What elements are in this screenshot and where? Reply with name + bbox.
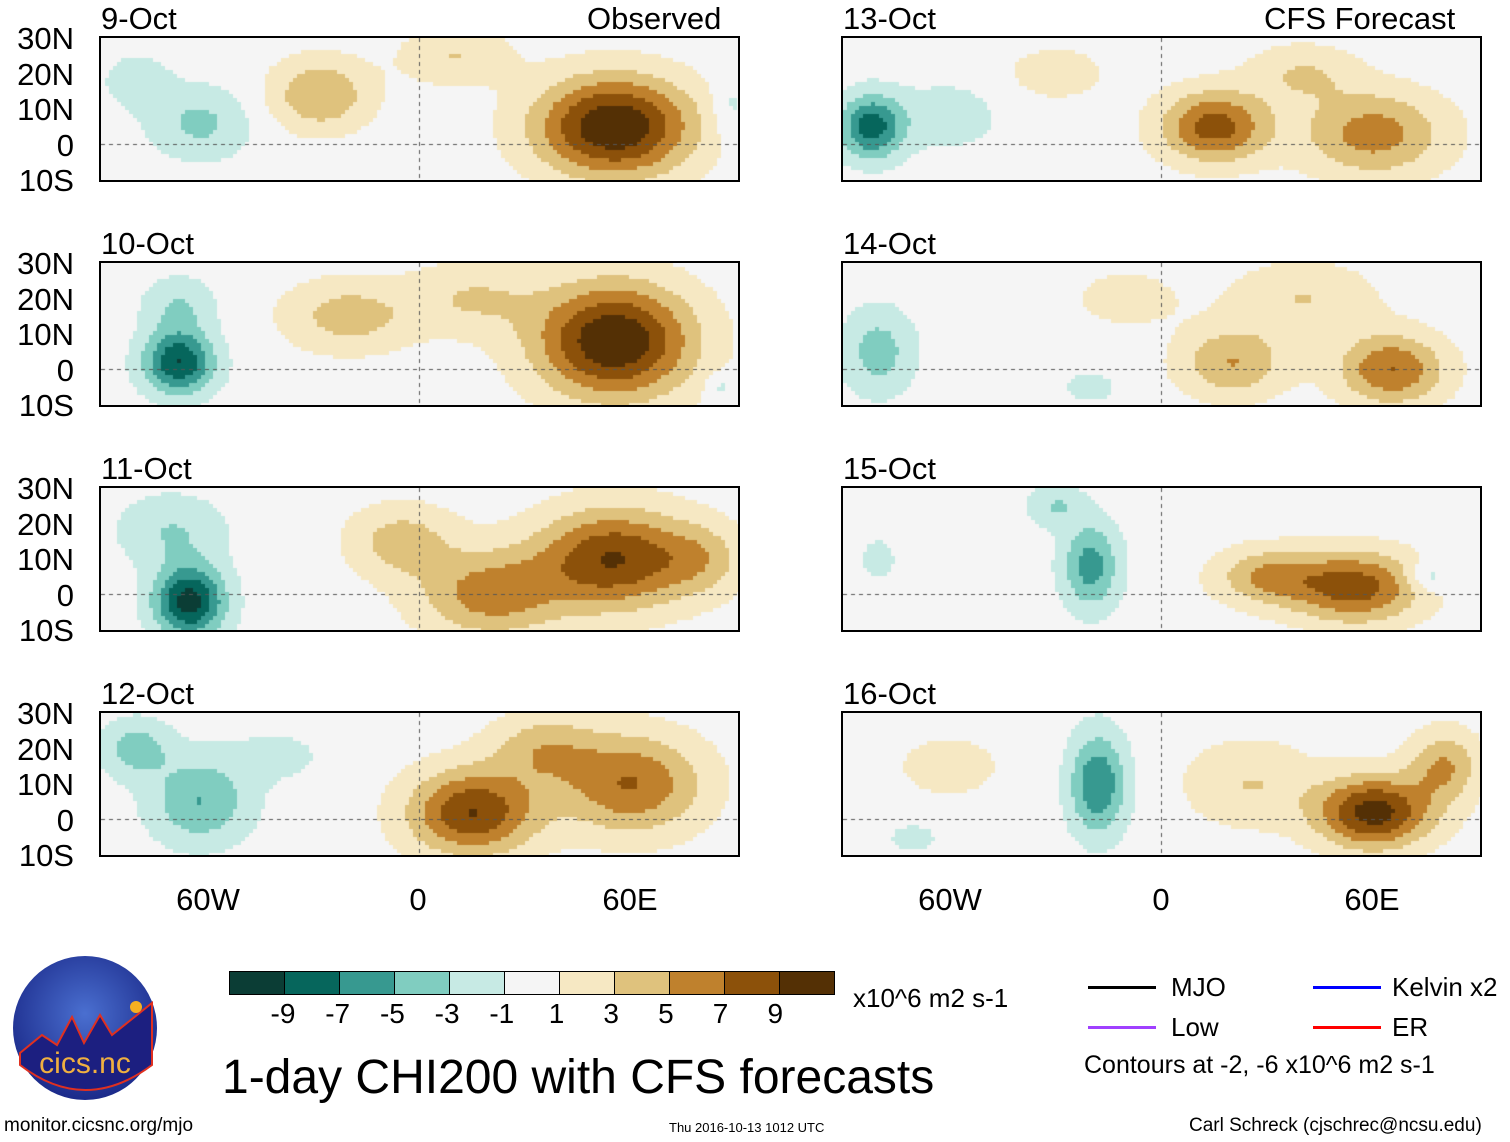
forecast-label: CFS Forecast: [1264, 1, 1456, 36]
colorbar-tick-label: 1: [548, 998, 565, 1029]
panel-date: 13-Oct: [843, 1, 937, 36]
anomaly-field: [101, 488, 738, 630]
colorbar-swatch: [670, 972, 725, 994]
lat-label: 20N: [17, 281, 74, 317]
lat-label: 30N: [17, 21, 74, 56]
lat-label: 0: [56, 127, 74, 163]
lon-label-0: 0: [409, 882, 427, 917]
lat-label: 30N: [17, 246, 74, 281]
anomaly-field: [101, 263, 738, 405]
lat-label: 20N: [17, 731, 74, 767]
lat-label: 10S: [18, 163, 74, 198]
footer-timestamp: Thu 2016-10-13 1012 UTC: [669, 1120, 825, 1135]
anomaly-field: [101, 713, 738, 855]
legend-low-label: Low: [1171, 1012, 1219, 1042]
anomaly-field: [843, 713, 1480, 855]
lat-label: 10N: [17, 542, 74, 577]
footer-credit: Carl Schreck (cjschrec@ncsu.edu): [1189, 1115, 1482, 1136]
lat-label: 10N: [17, 767, 74, 802]
colorbar-tick-label: -3: [434, 998, 460, 1029]
lat-label: 30N: [17, 696, 74, 731]
lat-label: 20N: [17, 506, 74, 542]
panel-date: 12-Oct: [101, 676, 195, 711]
colorbar-swatch: [725, 972, 780, 994]
colorbar-tick-label: 3: [603, 998, 619, 1029]
panel-date: 15-Oct: [843, 451, 937, 486]
legend-er-label: ER: [1392, 1012, 1429, 1042]
svg-text:cics.nc: cics.nc: [39, 1047, 131, 1080]
lon-label-0: 0: [1152, 882, 1170, 917]
colorbar-swatch: [285, 972, 340, 994]
colorbar-swatch: [780, 972, 834, 994]
lat-label: 10N: [17, 317, 74, 352]
lat-label: 0: [56, 577, 74, 613]
lon-label-60w: 60W: [176, 882, 240, 917]
lat-label: 0: [56, 802, 74, 838]
lon-label-60e: 60E: [602, 882, 658, 917]
map-panel-10-oct: [99, 261, 740, 407]
panel-date: 16-Oct: [843, 676, 937, 711]
footer-url[interactable]: monitor.cicsnc.org/mjo: [4, 1115, 194, 1136]
colorbar-swatch: [615, 972, 670, 994]
colorbar-units: x10^6 m2 s-1: [853, 983, 1009, 1013]
anomaly-field: [101, 38, 738, 180]
colorbar: [229, 971, 835, 995]
lat-label: 10S: [18, 613, 74, 648]
colorbar-swatch: [450, 972, 505, 994]
lat-label: 20N: [17, 56, 74, 92]
map-panel-9-oct: [99, 36, 740, 182]
legend-mjo-line: [1088, 986, 1156, 989]
colorbar-tick-label: 7: [712, 998, 729, 1029]
observed-label: Observed: [587, 1, 722, 36]
colorbar-swatch: [560, 972, 615, 994]
map-panel-16-oct: [841, 711, 1482, 857]
colorbar-tick-label: -9: [270, 998, 296, 1029]
figure-title: 1-day CHI200 with CFS forecasts: [222, 1051, 935, 1104]
colorbar-swatch: [340, 972, 395, 994]
colorbar-swatch: [230, 972, 285, 994]
lon-label-60w: 60W: [918, 882, 982, 917]
lat-label: 10S: [18, 838, 74, 873]
panel-date: 14-Oct: [843, 226, 937, 261]
legend-kelvin-line: [1313, 986, 1381, 989]
colorbar-tick-label: -5: [379, 998, 405, 1029]
legend-mjo-label: MJO: [1171, 972, 1226, 1002]
contour-note: Contours at -2, -6 x10^6 m2 s-1: [1084, 1051, 1435, 1079]
map-panel-13-oct: [841, 36, 1482, 182]
colorbar-tick-label: 5: [658, 998, 674, 1029]
lat-label: 10N: [17, 92, 74, 127]
map-panel-14-oct: [841, 261, 1482, 407]
anomaly-field: [843, 263, 1480, 405]
legend-kelvin-label: Kelvin x2: [1392, 972, 1498, 1002]
cics-logo: cics.nc: [13, 956, 157, 1100]
colorbar-tick-label: -7: [325, 998, 351, 1029]
panel-date: 11-Oct: [101, 451, 192, 486]
legend-er-line: [1313, 1026, 1381, 1029]
map-panel-11-oct: [99, 486, 740, 632]
lat-label: 0: [56, 352, 74, 388]
anomaly-field: [843, 38, 1480, 180]
map-panel-15-oct: [841, 486, 1482, 632]
legend-low-line: [1088, 1026, 1156, 1029]
lon-label-60e: 60E: [1344, 882, 1400, 917]
panel-date: 10-Oct: [101, 226, 195, 261]
anomaly-field: [843, 488, 1480, 630]
map-panel-12-oct: [99, 711, 740, 857]
lat-label: 30N: [17, 471, 74, 506]
panel-date: 9-Oct: [101, 1, 177, 36]
colorbar-tick-label: 9: [767, 998, 784, 1029]
colorbar-swatch: [395, 972, 450, 994]
colorbar-tick-label: -1: [489, 998, 515, 1029]
colorbar-swatch: [505, 972, 560, 994]
lat-label: 10S: [18, 388, 74, 423]
